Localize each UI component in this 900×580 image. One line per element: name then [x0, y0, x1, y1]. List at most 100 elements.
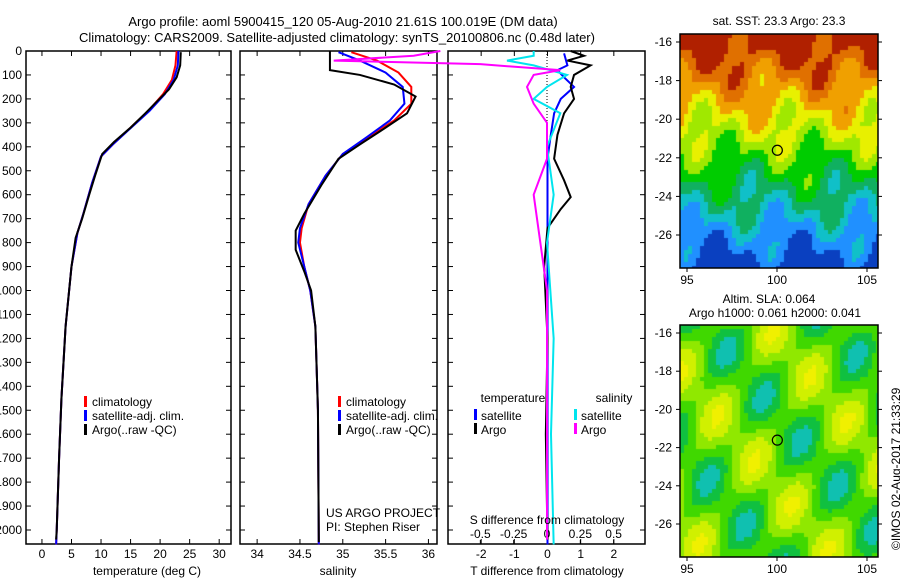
x-tick-label: 15: [124, 547, 138, 561]
map-y-tick-label: -20: [655, 112, 673, 126]
map-y-tick-label: -16: [655, 35, 673, 49]
y-tick-label: 500: [2, 164, 22, 178]
x-tick-label: 10: [94, 547, 108, 561]
map-y-tick-label: -18: [655, 364, 673, 378]
legend-swatch: [84, 424, 87, 435]
legend-swatch: [338, 424, 341, 435]
y-tick-label: 1800: [0, 475, 22, 489]
map-x-tick-label: 105: [857, 273, 877, 287]
y-tick-label: 2000: [0, 523, 22, 537]
x-tick-label: 25: [183, 547, 197, 561]
x-tick-label: 5: [68, 547, 75, 561]
y-tick-label: 1100: [0, 307, 22, 321]
x-tick-label: 34.5: [288, 547, 312, 561]
map-y-tick-label: -20: [655, 402, 673, 416]
legend-title: salinity: [596, 391, 633, 405]
x2-tick-label: -0.25: [500, 527, 528, 541]
map-x-tick-label: 95: [680, 273, 694, 287]
legend-swatch: [474, 409, 477, 420]
y-tick-label: 300: [2, 116, 22, 130]
legend-swatch: [338, 396, 341, 407]
y-tick-label: 1700: [0, 451, 22, 465]
plot-frame-0: [25, 50, 232, 545]
y-tick-label: 200: [2, 92, 22, 106]
plot-frame-1: [239, 50, 438, 545]
map-y-tick-label: -26: [655, 517, 673, 531]
figure-title: Argo profile: aoml 5900415_120 05-Aug-20…: [128, 14, 558, 29]
map-frame: [679, 324, 879, 558]
legend-label: Argo: [581, 423, 607, 437]
legend-label: satellite-adj. clim.: [92, 409, 184, 423]
pi-credit: PI: Stephen Riser: [326, 520, 421, 534]
legend-label: climatology: [92, 395, 152, 409]
x2-tick-label: -0.5: [470, 527, 491, 541]
x-label-salinity: salinity: [319, 564, 357, 578]
legend-swatch: [84, 410, 87, 421]
series-line-salinity-satellite: [506, 51, 570, 545]
series-line-satellite-adj-clim-: [55, 50, 180, 545]
series-line-climatology: [55, 50, 178, 545]
y-tick-label: 1900: [0, 499, 22, 513]
x-label-tdiff: T difference from climatology: [470, 564, 624, 578]
y-tick-label: 1600: [0, 427, 22, 441]
sla-map: [680, 325, 878, 557]
legend-label: satellite: [581, 409, 622, 423]
map-y-tick-label: -22: [655, 151, 673, 165]
y-tick-label: 1400: [0, 379, 22, 393]
legend-label: climatology: [346, 395, 406, 409]
project-credit: US ARGO PROJECT: [326, 506, 441, 520]
y-tick-label: 400: [2, 140, 22, 154]
y-tick-label: 700: [2, 212, 22, 226]
legend-label: satellite-adj. clim.: [346, 409, 438, 423]
map-x-tick-label: 95: [680, 562, 694, 576]
x-tick-label: 2: [610, 547, 617, 561]
sst-map: [680, 34, 878, 268]
x-tick-label: 0: [544, 547, 551, 561]
legend-swatch: [338, 410, 341, 421]
y-tick-label: 100: [2, 68, 22, 82]
y-tick-label: 900: [2, 260, 22, 274]
y-tick-label: 1300: [0, 355, 22, 369]
legend-label: Argo: [481, 423, 507, 437]
map-y-tick-label: -18: [655, 74, 673, 88]
x-tick-label: 0: [39, 547, 46, 561]
legend-title: temperature: [481, 391, 546, 405]
sla-map-subtitle: Argo h1000: 0.061 h2000: 0.041: [688, 306, 862, 320]
x-tick-label: -1: [509, 547, 520, 561]
x-label-temperature: temperature (deg C): [92, 564, 202, 578]
argo-location-marker: [771, 434, 783, 446]
map-x-tick-label: 100: [767, 562, 787, 576]
x-tick-label: 35.5: [374, 547, 398, 561]
x2-label-sdiff: S difference from climatology: [469, 513, 625, 527]
x-tick-label: 36: [422, 547, 436, 561]
map-frame: [679, 33, 879, 269]
y-tick-label: 600: [2, 188, 22, 202]
x2-tick-label: 0.5: [605, 527, 622, 541]
series-line-argo-raw-qc-: [55, 52, 182, 540]
map-y-tick-label: -22: [655, 441, 673, 455]
map-y-tick-label: -24: [655, 189, 673, 203]
argo-location-marker: [771, 144, 783, 156]
legend-label: Argo(..raw -QC): [346, 423, 431, 437]
x-tick-label: 34: [250, 547, 264, 561]
y-tick-label: 800: [2, 236, 22, 250]
map-y-tick-label: -24: [655, 479, 673, 493]
map-x-tick-label: 105: [857, 562, 877, 576]
x-tick-label: -2: [476, 547, 487, 561]
x-tick-label: 30: [213, 547, 227, 561]
series-line-climatology: [298, 51, 413, 545]
timestamp-stamp: ©IMOS 02-Aug-2017 21:33:29: [889, 387, 900, 550]
legend-swatch: [84, 396, 87, 407]
y-tick-label: 0: [15, 44, 22, 58]
x2-tick-label: 0.25: [569, 527, 593, 541]
map-y-tick-label: -26: [655, 228, 673, 242]
series-line-salinity-argo: [333, 50, 561, 540]
y-tick-label: 1500: [0, 403, 22, 417]
x-tick-label: 35: [336, 547, 350, 561]
legend-swatch: [474, 423, 477, 434]
map-y-tick-label: -16: [655, 326, 673, 340]
legend-label: satellite: [481, 409, 522, 423]
x-tick-label: 20: [153, 547, 167, 561]
